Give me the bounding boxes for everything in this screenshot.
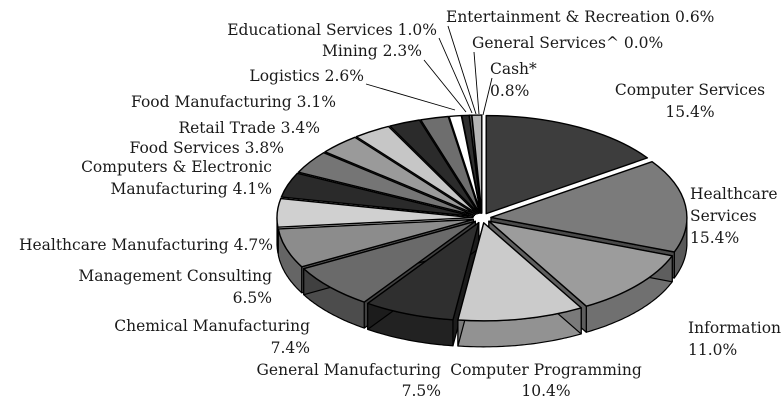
slice-label-line: 6.5% [233,289,272,307]
pie-slice-1 [490,161,688,253]
slice-label-line: Healthcare [690,185,778,203]
leader-line-14 [438,37,473,114]
slice-label-17: Cash* 0.8% [490,60,537,100]
leader-line-15 [447,25,477,115]
slice-label-line: Food Manufacturing 3.1% [131,93,336,111]
pie-slice-5 [303,220,476,303]
leader-lines [365,25,493,116]
slice-label-13: Mining 2.3% [322,42,422,60]
pie-slice-8 [280,172,475,218]
slice-label-14: Educational Services 1.0% [227,21,437,39]
pie-slice-2 [488,220,673,307]
slice-label-6: Management Consulting 6.5% [78,267,272,307]
slice-label-16: General Services^ 0.0% [472,34,663,52]
pie-slice-11 [355,125,478,215]
slice-label-line: 0.8% [490,82,529,100]
slice-label-line: General Services^ 0.0% [472,34,663,52]
slice-label-line: Retail Trade 3.4% [178,119,320,137]
slice-label-9: Food Services 3.8% [130,139,284,157]
slice-label-5: Chemical Manufacturing 7.4% [114,317,310,357]
slice-label-0: Computer Services 15.4% [615,81,765,121]
leader-line-12 [365,83,456,111]
slice-labels: Computer Services 15.4% Healthcare Services… [19,8,781,397]
slice-label-4: General Manufacturing 7.5% [257,361,442,397]
slice-label-line: Information [688,319,781,337]
slice-label-line: Manufacturing 4.1% [110,180,272,198]
pie-tops [276,114,688,322]
slice-label-line: 7.4% [271,339,310,357]
slice-label-8: Computers & Electronic Manufacturing 4.1% [81,158,272,198]
slice-label-line: Entertainment & Recreation 0.6% [446,8,714,26]
slice-label-line: 15.4% [690,229,739,247]
slice-label-line: Services [690,207,757,225]
slice-label-1: Healthcare Services 15.4% [690,185,778,247]
slice-label-3: Computer Programming 10.4% [450,361,642,397]
slice-label-line: Chemical Manufacturing [114,317,310,335]
slice-label-line: Cash* [490,60,537,78]
slice-label-11: Food Manufacturing 3.1% [131,93,336,111]
slice-label-line: 15.4% [665,103,714,121]
pie-slice-13 [420,115,481,214]
pie-slice-12 [389,119,480,215]
leader-line-13 [423,59,467,113]
pie-slice-4 [367,221,480,321]
slice-label-line: Computers & Electronic [81,158,272,176]
pie-slice-10 [324,136,477,216]
slice-label-15: Entertainment & Recreation 0.6% [446,8,714,26]
slice-label-line: Educational Services 1.0% [227,21,437,39]
slice-label-line: Healthcare Manufacturing 4.7% [19,236,273,254]
slice-label-line: 10.4% [521,382,570,397]
slice-label-10: Retail Trade 3.4% [178,119,320,137]
slice-label-line: General Manufacturing [257,361,442,379]
pie-slice-7 [276,197,474,228]
pie-slice-0 [485,114,649,215]
slice-label-2: Information 11.0% [688,319,781,359]
pie-slice-6 [277,218,475,268]
slice-label-line: Management Consulting [78,267,272,285]
slice-label-line: 11.0% [688,341,737,359]
slice-label-line: Food Services 3.8% [130,139,284,157]
slice-label-line: Logistics 2.6% [249,67,364,85]
pie-slice-17 [471,114,483,214]
slice-label-12: Logistics 2.6% [249,67,364,85]
leader-line-17 [482,77,493,116]
slice-label-line: Computer Services [615,81,765,99]
slice-label-line: 7.5% [402,382,441,397]
leader-line-16 [473,51,480,115]
slice-label-7: Healthcare Manufacturing 4.7% [19,236,273,254]
pie-slice-9 [297,152,476,216]
slice-label-line: Mining 2.3% [322,42,422,60]
slice-label-line: Computer Programming [450,361,642,379]
pie-slice-3 [457,222,582,322]
